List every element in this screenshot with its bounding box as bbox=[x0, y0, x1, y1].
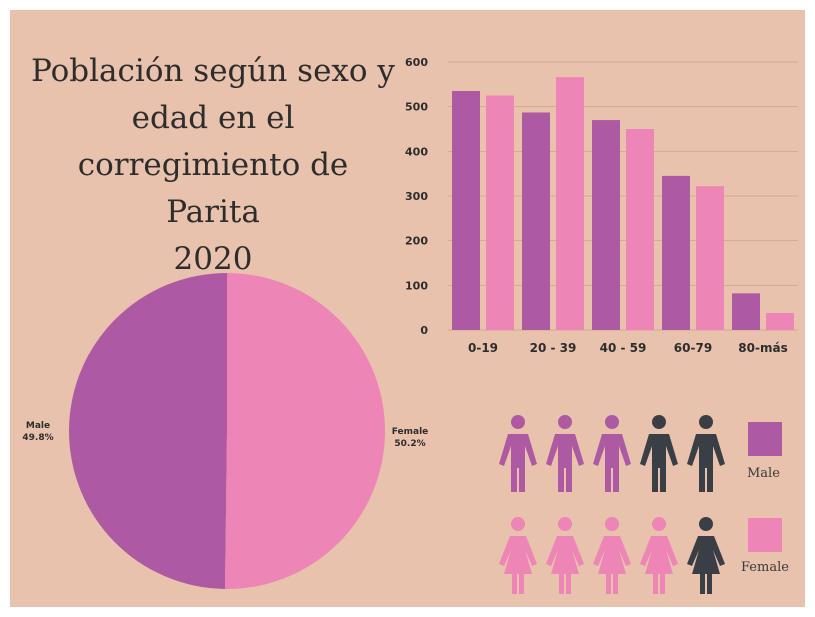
pie-label-value: 49.8% bbox=[22, 433, 53, 443]
male-figure-icon bbox=[687, 415, 725, 492]
y-tick-label: 0 bbox=[420, 324, 428, 337]
legend-female-swatch bbox=[748, 518, 782, 552]
female-figure-icon bbox=[687, 517, 725, 594]
female-figure-icon bbox=[499, 517, 537, 594]
male-figure-icon bbox=[546, 415, 584, 492]
bar bbox=[732, 293, 760, 330]
title-line-2: edad en el bbox=[131, 100, 295, 136]
legend-male-swatch bbox=[748, 422, 782, 456]
bar bbox=[556, 77, 584, 330]
legend-female-label: Female bbox=[741, 560, 789, 575]
page-title: Población según sexo y edad en el correg… bbox=[28, 48, 398, 283]
pie-label-name: Male bbox=[26, 421, 50, 431]
x-tick-label: 0-19 bbox=[468, 341, 498, 355]
pie-slice bbox=[68, 273, 227, 589]
female-figure-icon bbox=[640, 517, 678, 594]
x-tick-label: 80-más bbox=[738, 341, 787, 355]
y-tick-label: 300 bbox=[405, 190, 428, 203]
y-tick-label: 500 bbox=[405, 101, 428, 114]
y-tick-label: 200 bbox=[405, 235, 428, 248]
male-figure-icon bbox=[640, 415, 678, 492]
pie-label-value: 50.2% bbox=[394, 439, 425, 449]
title-line-1: Población según sexo y bbox=[31, 53, 395, 89]
bar bbox=[592, 120, 620, 330]
pie-label-name: Female bbox=[392, 427, 429, 437]
bar bbox=[626, 129, 654, 330]
y-tick-label: 100 bbox=[405, 279, 428, 292]
legend-male-label: Male bbox=[747, 466, 780, 481]
title-line-3: corregimiento de Parita bbox=[77, 147, 349, 230]
title-line-4: 2020 bbox=[173, 241, 253, 277]
x-tick-label: 60-79 bbox=[674, 341, 712, 355]
female-figure-icon bbox=[546, 517, 584, 594]
y-tick-label: 600 bbox=[405, 56, 428, 69]
x-tick-label: 20 - 39 bbox=[530, 341, 577, 355]
bar bbox=[486, 95, 514, 330]
bar bbox=[696, 186, 724, 330]
bar-chart: 0 100 200 300 400 500 600 0-19 20 - 39 40 - 59 60-… bbox=[405, 56, 798, 355]
x-tick-label: 40 - 59 bbox=[600, 341, 647, 355]
pie-slice bbox=[225, 273, 385, 589]
female-figure-icon bbox=[593, 517, 631, 594]
bar bbox=[662, 175, 690, 330]
pictogram bbox=[499, 415, 725, 594]
bar bbox=[766, 313, 794, 330]
y-tick-label: 400 bbox=[405, 145, 428, 158]
bar bbox=[522, 112, 550, 331]
male-figure-icon bbox=[593, 415, 631, 492]
bar bbox=[452, 91, 480, 331]
infographic-card: Población según sexo y edad en el correg… bbox=[10, 10, 805, 607]
pie-chart: Male 49.8% Female 50.2% bbox=[22, 273, 429, 589]
male-figure-icon bbox=[499, 415, 537, 492]
